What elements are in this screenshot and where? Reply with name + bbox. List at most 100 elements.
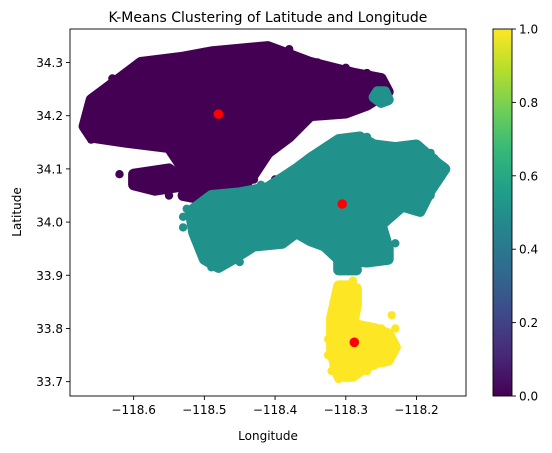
cluster-0-point	[115, 170, 124, 179]
cluster-1-point	[412, 143, 421, 152]
cluster-2-point	[384, 356, 393, 365]
cluster-0-point	[285, 45, 294, 54]
cluster-1-point	[249, 241, 259, 251]
chart-title: K-Means Clustering of Latitude and Longi…	[109, 10, 428, 26]
y-tick-label: 34.2	[36, 109, 63, 123]
cluster-0-point	[263, 42, 273, 51]
cluster-2-point	[362, 366, 372, 376]
x-tick-label: −118.6	[111, 403, 155, 417]
cluster-1-point	[391, 143, 400, 152]
cluster-1-point	[313, 239, 322, 248]
y-tick-label: 34.3	[36, 56, 63, 70]
cluster-2-point	[323, 334, 333, 344]
cluster-0-point	[79, 119, 89, 128]
colorbar-tick-label: 0.8	[519, 96, 538, 110]
cluster-2-point	[334, 374, 343, 384]
cluster-0-point	[150, 183, 160, 192]
colorbar-tick-label: 1.0	[519, 23, 538, 37]
cluster-1-point	[235, 257, 244, 267]
cluster-0-point	[249, 175, 259, 184]
cluster-1-point	[256, 180, 266, 189]
cluster-2-point	[334, 292, 343, 301]
cluster-0-point	[376, 76, 386, 86]
colorbar-tick-label: 0.4	[519, 243, 538, 257]
colorbar-tick-label: 0.0	[519, 390, 538, 404]
cluster-1	[178, 86, 451, 276]
cluster-1-point	[437, 172, 446, 182]
cluster-2-point	[327, 366, 336, 376]
cluster-2-point	[352, 287, 361, 296]
cluster-0-point	[108, 74, 117, 83]
colorbar-tick-label: 0.2	[519, 316, 538, 330]
y-axis: 33.7 33.8 33.9 34.0 34.1 34.2 34.3	[36, 56, 70, 389]
cluster-1-point	[334, 255, 343, 264]
cluster-2	[323, 276, 401, 384]
cluster-0-point	[164, 191, 174, 200]
cluster-1-point	[277, 239, 287, 248]
cluster-1-point	[263, 236, 273, 245]
cluster-0-region	[128, 163, 196, 196]
cluster-1-point	[348, 255, 358, 264]
colorbar-tick-label: 0.6	[519, 169, 538, 183]
cluster-2-point	[391, 324, 400, 333]
cluster-1-point	[412, 207, 421, 216]
cluster-2-point	[369, 361, 379, 370]
cluster-1-point	[369, 255, 379, 264]
x-tick-label: −118.5	[182, 403, 226, 417]
colorbar	[492, 28, 513, 397]
x-tick-label: −118.3	[324, 403, 368, 417]
centroid-point	[213, 109, 224, 119]
cluster-2-point	[323, 350, 333, 360]
cluster-0-point	[285, 122, 294, 131]
cluster-0-point	[129, 180, 138, 189]
y-tick-label: 33.7	[36, 375, 63, 389]
cluster-0-point	[362, 68, 372, 78]
cluster-2-point	[387, 311, 396, 320]
cluster-2-point	[327, 308, 336, 317]
centroid-point	[349, 337, 360, 348]
cluster-1-point	[426, 148, 435, 158]
y-tick-label: 33.9	[36, 269, 63, 283]
cluster-1-point	[362, 132, 372, 142]
cluster-2-point	[376, 324, 386, 333]
colorbar-axis: 0.0 0.2 0.4 0.6 0.8 1.0	[512, 23, 538, 404]
y-tick-label: 34.0	[36, 216, 63, 230]
y-tick-label: 33.8	[36, 322, 63, 336]
cluster-0-point	[87, 135, 96, 144]
cluster-0-point	[299, 100, 308, 110]
centroids-layer	[213, 109, 360, 348]
cluster-1-point	[207, 263, 216, 272]
cluster-1-point	[299, 233, 308, 243]
cluster-1-point	[440, 164, 449, 174]
x-axis-label: Longitude	[238, 429, 298, 443]
cluster-1-point	[182, 204, 191, 213]
cluster-1-point	[178, 223, 188, 232]
cluster-1-point	[426, 191, 435, 200]
cluster-2-point	[348, 305, 358, 314]
cluster-1-point	[285, 175, 294, 184]
cluster-1-point	[384, 244, 393, 253]
cluster-2-point	[387, 337, 396, 346]
cluster-0-point	[256, 159, 266, 168]
cluster-scatter-layer	[78, 41, 451, 384]
cluster-0-point	[313, 58, 322, 67]
cluster-1-point	[341, 135, 350, 144]
cluster-1-point	[221, 260, 230, 269]
cluster-0-point	[150, 58, 160, 67]
cluster-2-point	[348, 276, 358, 285]
plot-frame	[69, 28, 467, 397]
cluster-1-point	[178, 212, 188, 221]
cluster-2-point	[384, 329, 393, 338]
cluster-0-point	[87, 106, 96, 115]
cluster-1-point	[380, 90, 389, 99]
cluster-1-point	[306, 233, 315, 243]
x-tick-label: −118.4	[253, 403, 297, 417]
x-tick-label: −118.2	[394, 403, 438, 417]
cluster-0-point	[341, 63, 350, 72]
x-axis: −118.6 −118.5 −118.4 −118.3 −118.2	[111, 396, 439, 417]
cluster-1-point	[299, 159, 308, 168]
cluster-0	[78, 41, 394, 204]
cluster-2-point	[348, 372, 358, 381]
centroid-point	[337, 199, 348, 209]
